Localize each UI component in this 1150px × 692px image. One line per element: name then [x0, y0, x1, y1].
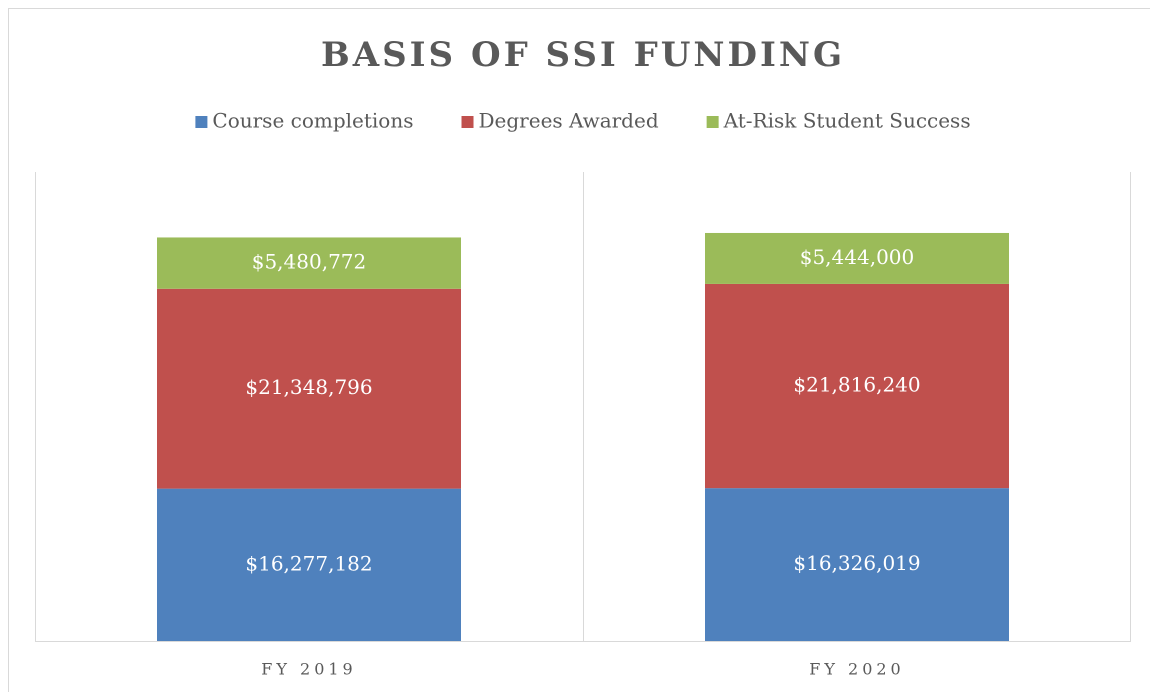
- x-tick-label: FY 2019: [261, 660, 356, 679]
- legend-label: At-Risk Student Success: [723, 109, 971, 133]
- legend-label: Degrees Awarded: [479, 109, 659, 133]
- data-label: $16,326,019: [793, 551, 920, 575]
- data-label: $21,348,796: [245, 375, 372, 399]
- bar-segment: [157, 288, 461, 489]
- legend-swatch: [706, 116, 719, 128]
- data-label: $5,480,772: [252, 250, 367, 274]
- data-label: $5,444,000: [800, 245, 915, 269]
- legend-label: Course completions: [212, 109, 413, 133]
- bar-segment: [705, 488, 1009, 641]
- chart-title: BASIS OF SSI FUNDING: [321, 35, 845, 75]
- bar-segment: [157, 237, 461, 289]
- bar-segment: [705, 232, 1009, 284]
- x-tick-label: FY 2020: [809, 660, 904, 679]
- legend-swatch: [461, 116, 474, 128]
- data-label: $16,277,182: [245, 551, 372, 575]
- bar-segment: [157, 488, 461, 641]
- data-label: $21,816,240: [793, 373, 920, 397]
- legend-swatch: [195, 116, 208, 128]
- bar-segment: [705, 283, 1009, 489]
